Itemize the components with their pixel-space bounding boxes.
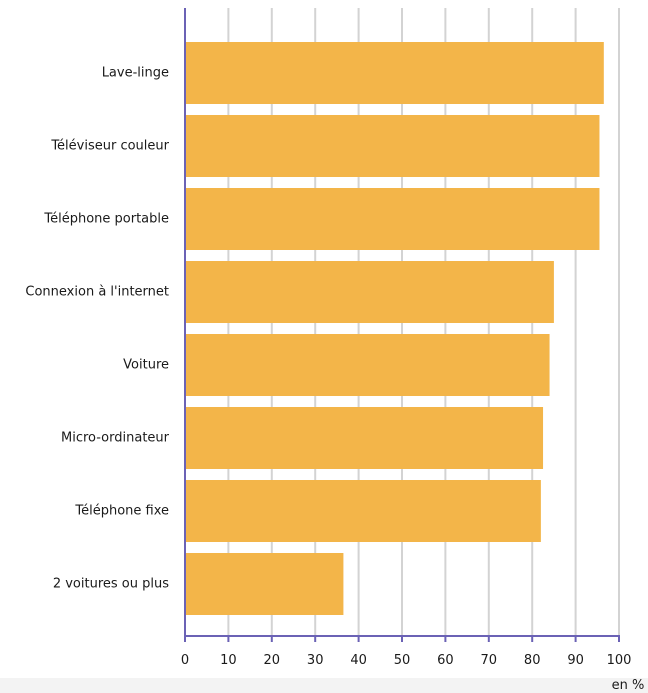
category-label: Téléviseur couleur xyxy=(50,139,169,154)
category-label: Connexion à l'internet xyxy=(25,285,169,300)
bars xyxy=(185,42,604,615)
x-tick-label: 10 xyxy=(220,653,237,668)
x-tick-label: 60 xyxy=(437,653,454,668)
bar-5 xyxy=(185,334,550,396)
x-tick-label: 50 xyxy=(394,653,411,668)
x-tick-label: 80 xyxy=(524,653,541,668)
x-tick-label: 100 xyxy=(607,653,632,668)
category-label: Téléphone fixe xyxy=(74,504,169,519)
x-tick-label: 30 xyxy=(307,653,324,668)
bar-6 xyxy=(185,407,544,469)
category-label: Téléphone portable xyxy=(43,212,169,227)
bar-1 xyxy=(185,42,604,104)
bar-3 xyxy=(185,188,600,250)
bar-7 xyxy=(185,480,541,542)
category-label: Micro-ordinateur xyxy=(61,431,170,446)
x-tick-labels: 0 10 20 30 40 50 60 70 80 90 100 xyxy=(181,653,632,668)
bar-4 xyxy=(185,261,554,323)
category-label: Lave-linge xyxy=(102,66,169,81)
unit-label: en % xyxy=(612,678,645,693)
bar-8 xyxy=(185,553,344,615)
bar-2 xyxy=(185,115,600,177)
x-tick-label: 90 xyxy=(567,653,584,668)
category-label: 2 voitures ou plus xyxy=(53,577,169,592)
axes xyxy=(184,8,620,642)
x-tick-label: 20 xyxy=(264,653,281,668)
category-labels: Lave-linge Téléviseur couleur Téléphone po… xyxy=(25,66,169,592)
x-tick-label: 70 xyxy=(481,653,498,668)
x-tick-label: 40 xyxy=(350,653,367,668)
bottom-strip xyxy=(0,678,648,693)
category-label: Voiture xyxy=(123,358,169,373)
x-tick-label: 0 xyxy=(181,653,189,668)
